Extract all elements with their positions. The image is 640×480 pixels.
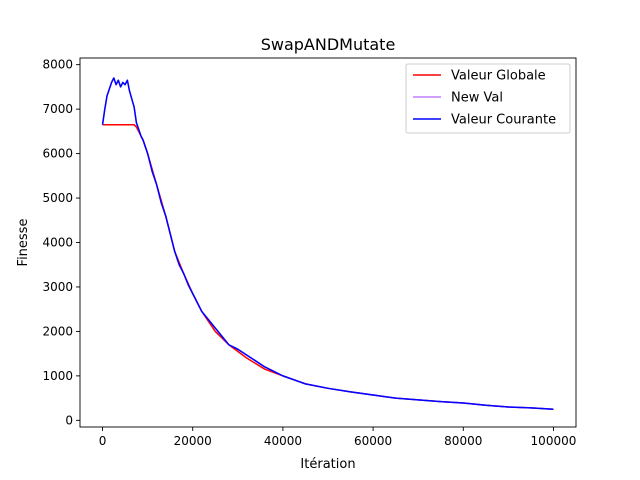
x-axis-label: Itération [300,457,355,472]
series-line-2 [101,77,554,410]
y-axis-label: Finesse [16,219,31,267]
x-tick-label: 100000 [531,434,577,448]
legend-label-2: Valeur Courante [451,113,556,128]
y-tick-label: 3000 [42,280,73,294]
y-tick-label: 2000 [42,324,73,338]
x-tick-label: 60000 [354,434,392,448]
chart-title: SwapANDMutate [261,35,396,54]
x-tick-label: 0 [99,434,107,448]
y-tick-label: 0 [65,413,73,427]
legend-box [405,63,571,134]
y-tick-label: 6000 [42,147,73,161]
y-tick-label: 5000 [42,191,73,205]
x-tick-label: 40000 [264,434,302,448]
y-axis-ticks: 0 1000 2000 3000 4000 5000 6000 7000 8000 [42,58,80,427]
y-tick-label: 8000 [42,58,73,72]
x-tick-label: 20000 [174,434,212,448]
legend-label-1: New Val [451,91,503,106]
x-tick-label: 80000 [444,434,482,448]
legend-label-0: Valeur Globale [451,69,546,84]
y-tick-label: 4000 [42,236,73,250]
x-axis-ticks: 0 20000 40000 60000 80000 100000 [99,427,577,448]
plot-lines [101,77,554,410]
legend: Valeur Globale New Val Valeur Courante [405,63,571,134]
y-tick-label: 7000 [42,102,73,116]
y-tick-label: 1000 [42,369,73,383]
